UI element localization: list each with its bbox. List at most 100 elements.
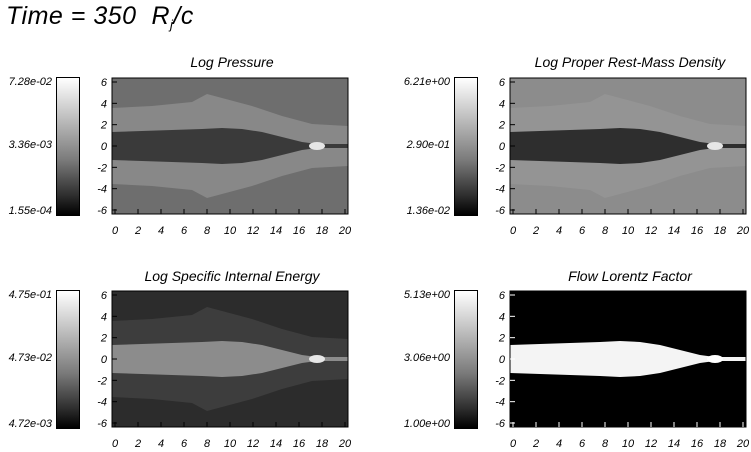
x-tick-label: 8 <box>204 225 211 237</box>
y-tick-label: 6 <box>101 290 108 302</box>
colorbar-mid-label: 3.06e+00 <box>403 352 450 364</box>
x-tick-label: 4 <box>158 438 164 450</box>
colorbar-mid-label: 3.36e-03 <box>8 139 52 151</box>
jet-region <box>112 128 348 164</box>
jet-region <box>112 341 348 377</box>
colorbar-max-label: 4.75e-01 <box>8 289 52 301</box>
x-tick-label: 18 <box>714 438 727 450</box>
y-tick-label: 4 <box>101 98 107 110</box>
x-tick-label: 18 <box>316 438 329 450</box>
colorbar-min-label: 1.55e-04 <box>8 205 52 217</box>
x-tick-label: 10 <box>224 438 237 450</box>
y-tick-label: 0 <box>101 141 108 153</box>
unit-main: R <box>151 2 171 30</box>
x-tick-label: 14 <box>668 438 680 450</box>
x-tick-label: 6 <box>579 225 586 237</box>
plot-area <box>111 77 349 215</box>
x-tick-label: 12 <box>247 438 259 450</box>
x-tick-label: 20 <box>736 225 750 237</box>
x-tick-label: 10 <box>622 225 635 237</box>
plot-area <box>509 290 747 428</box>
y-tick-label: -6 <box>495 418 506 430</box>
y-tick-label: 6 <box>499 290 506 302</box>
x-tick-label: 6 <box>181 225 188 237</box>
x-tick-label: 20 <box>338 225 352 237</box>
colorbar-max-label: 7.28e-02 <box>8 76 52 88</box>
title-prefix: Time = <box>6 2 94 30</box>
x-tick-label: 16 <box>691 225 704 237</box>
x-tick-label: 12 <box>645 438 657 450</box>
x-tick-label: 10 <box>224 225 237 237</box>
x-tick-label: 0 <box>112 225 119 237</box>
y-tick-label: 2 <box>498 120 505 132</box>
y-tick-label: 0 <box>101 354 108 366</box>
x-tick-label: 2 <box>532 438 539 450</box>
x-tick-label: 4 <box>158 225 164 237</box>
x-tick-label: 18 <box>714 225 727 237</box>
colorbar-min-label: 1.00e+00 <box>403 418 450 430</box>
y-tick-label: -6 <box>97 418 108 430</box>
colorbar-lorentz-factor <box>454 290 478 429</box>
jet-region <box>510 128 746 164</box>
x-tick-label: 12 <box>247 225 259 237</box>
panel-title-log-internal-energy: Log Specific Internal Energy <box>144 268 320 284</box>
x-tick-label: 0 <box>510 438 517 450</box>
plot-area <box>111 290 349 428</box>
unit-subscript: j <box>170 17 174 32</box>
shock-knot <box>707 355 723 363</box>
colorbar-log-internal-energy <box>56 290 80 429</box>
y-tick-label: -4 <box>97 184 107 196</box>
y-tick-label: -6 <box>495 205 506 217</box>
x-tick-label: 8 <box>204 438 211 450</box>
x-tick-label: 16 <box>691 438 704 450</box>
y-tick-label: -6 <box>97 205 108 217</box>
x-tick-label: 10 <box>622 438 635 450</box>
colorbar-mid-label: 2.90e-01 <box>406 139 450 151</box>
panel-title-log-density: Log Proper Rest-Mass Density <box>534 54 726 70</box>
x-tick-label: 12 <box>645 225 657 237</box>
x-tick-label: 20 <box>736 438 750 450</box>
x-tick-label: 16 <box>293 225 306 237</box>
y-tick-label: 0 <box>499 354 506 366</box>
colorbar-max-label: 5.13e+00 <box>403 289 450 301</box>
y-tick-label: 2 <box>100 120 107 132</box>
x-tick-label: 4 <box>556 438 562 450</box>
figure-title: Time = 350 Rj/c <box>6 2 194 32</box>
x-tick-label: 14 <box>270 438 282 450</box>
x-tick-label: 16 <box>293 438 306 450</box>
y-tick-label: 2 <box>100 333 107 345</box>
x-tick-label: 2 <box>134 225 141 237</box>
colorbar-max-label: 6.21e+00 <box>403 76 450 88</box>
colorbar-mid-label: 4.73e-02 <box>8 352 52 364</box>
x-tick-label: 2 <box>134 438 141 450</box>
x-tick-label: 14 <box>668 225 680 237</box>
x-tick-label: 0 <box>112 438 119 450</box>
y-tick-label: 4 <box>101 311 107 323</box>
y-tick-label: -2 <box>495 162 505 174</box>
x-tick-label: 4 <box>556 225 562 237</box>
y-tick-label: 2 <box>498 333 505 345</box>
x-tick-label: 2 <box>532 225 539 237</box>
shock-knot <box>309 355 325 363</box>
y-tick-label: -4 <box>495 184 505 196</box>
y-tick-label: -4 <box>97 397 107 409</box>
colorbar-log-pressure <box>56 77 80 216</box>
x-tick-label: 14 <box>270 225 282 237</box>
x-tick-label: 6 <box>579 438 586 450</box>
y-tick-label: -2 <box>97 375 107 387</box>
plot-area <box>509 77 747 215</box>
jet-region <box>510 341 746 377</box>
panel-title-lorentz-factor: Flow Lorentz Factor <box>568 268 692 284</box>
y-tick-label: 6 <box>499 77 506 89</box>
x-tick-label: 18 <box>316 225 329 237</box>
colorbar-log-density <box>454 77 478 216</box>
y-tick-label: -2 <box>495 375 505 387</box>
x-tick-label: 8 <box>602 438 609 450</box>
panel-title-log-pressure: Log Pressure <box>190 54 274 70</box>
y-tick-label: 4 <box>499 311 505 323</box>
time-value: 350 <box>93 2 137 30</box>
